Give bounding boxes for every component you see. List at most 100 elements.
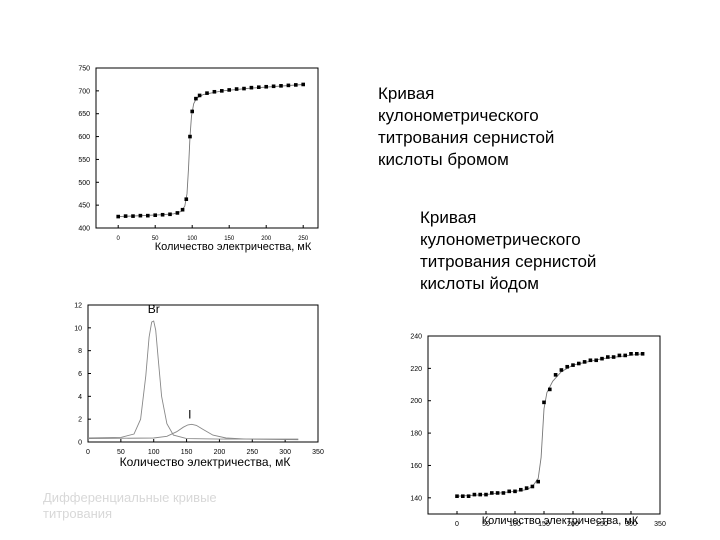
data-point [153, 213, 157, 217]
data-point [455, 494, 459, 498]
y-tick-label: 160 [410, 463, 422, 470]
x-tick-label: 200 [261, 236, 272, 242]
y-tick-label: 140 [410, 495, 422, 502]
data-point [190, 109, 194, 114]
data-point [623, 353, 627, 358]
data-point [220, 89, 224, 93]
data-point [138, 213, 143, 218]
data-point [146, 213, 150, 218]
data-point [513, 489, 517, 494]
data-point [264, 84, 268, 89]
data-point [606, 355, 610, 359]
fit-curve [118, 84, 304, 218]
data-point [227, 88, 231, 92]
data-point [160, 212, 165, 217]
x-tick-label: 250 [596, 521, 608, 528]
data-point [588, 358, 593, 363]
y-tick-label: 6 [78, 371, 82, 378]
data-point [294, 83, 298, 87]
data-point [524, 486, 529, 490]
y-tick-label: 400 [78, 226, 90, 233]
fit-curve [456, 353, 643, 497]
x-tick-label: 150 [224, 236, 235, 242]
x-tick-label: 300 [625, 521, 637, 528]
caption-iodine: Кривая кулонометрического титрования сер… [420, 208, 597, 293]
data-point [478, 492, 482, 497]
x-tick-label: 100 [187, 236, 198, 242]
data-point [536, 479, 540, 484]
data-point [519, 487, 523, 492]
x-tick-label: 250 [298, 236, 309, 242]
data-point [188, 134, 192, 139]
y-tick-label: 750 [78, 66, 90, 73]
x-tick-label: 300 [279, 449, 291, 456]
x-tick-label: 150 [538, 521, 550, 528]
data-point [234, 87, 239, 91]
data-point [184, 197, 189, 201]
plot-frame [87, 304, 319, 443]
data-point [501, 491, 506, 495]
data-point [466, 494, 471, 498]
data-point [542, 400, 546, 405]
data-point [571, 363, 575, 367]
y-tick-label: 600 [78, 134, 90, 141]
x-tick-label: 150 [181, 449, 193, 456]
data-point [490, 491, 494, 495]
y-tick-label: 450 [78, 203, 90, 210]
data-point [286, 83, 291, 88]
y-tick-label: 200 [410, 398, 422, 405]
x-tick-label: 200 [214, 449, 226, 456]
caption-bromine: Кривая кулонометрического титрования сер… [378, 84, 555, 169]
data-point [559, 368, 564, 372]
x-tick-label: 100 [509, 521, 521, 528]
data-point [249, 85, 254, 90]
data-point [116, 214, 120, 219]
series-line-i [87, 423, 299, 441]
y-tick-label: 12 [74, 303, 82, 310]
data-point [629, 352, 633, 356]
data-point [640, 352, 645, 356]
x-axis-label: Количество электричества, мК [482, 515, 639, 527]
y-tick-label: 700 [78, 88, 90, 95]
series-line-br [87, 320, 299, 440]
data-point [180, 207, 185, 212]
x-tick-label: 250 [246, 449, 258, 456]
x-tick-label: 50 [152, 236, 159, 242]
data-point [577, 361, 581, 366]
x-axis-label: Количество электричества, мК [120, 455, 291, 469]
x-tick-label: 350 [654, 521, 666, 528]
data-point [635, 352, 639, 356]
x-axis-label: Количество электричества, мК [155, 241, 312, 253]
data-point [530, 484, 535, 489]
y-tick-label: 0 [78, 440, 82, 447]
data-point [301, 82, 305, 87]
data-point [168, 212, 172, 217]
data-point [617, 353, 622, 358]
caption-differential: Дифференциальные кривые титрования [43, 490, 217, 521]
plot-frame [95, 67, 319, 229]
y-tick-label: 240 [410, 334, 422, 341]
x-tick-label: 100 [148, 449, 160, 456]
y-tick-label: 220 [410, 366, 422, 373]
data-point [611, 355, 616, 359]
data-point [279, 84, 283, 88]
y-tick-label: 550 [78, 157, 90, 164]
x-tick-label: 350 [312, 449, 324, 456]
data-point [565, 364, 569, 369]
series-label: Br [148, 302, 160, 316]
data-point [461, 494, 465, 498]
y-tick-label: 8 [78, 348, 82, 355]
y-tick-label: 500 [78, 180, 90, 187]
data-point [582, 360, 587, 364]
data-point [484, 492, 488, 497]
y-tick-label: 650 [78, 111, 90, 118]
x-tick-label: 50 [482, 521, 490, 528]
data-point [194, 96, 198, 101]
x-tick-label: 0 [455, 521, 459, 528]
x-tick-label: 50 [117, 449, 125, 456]
y-tick-label: 4 [78, 394, 82, 401]
data-point [495, 491, 500, 495]
y-tick-label: 180 [410, 431, 422, 438]
data-point [131, 214, 135, 218]
